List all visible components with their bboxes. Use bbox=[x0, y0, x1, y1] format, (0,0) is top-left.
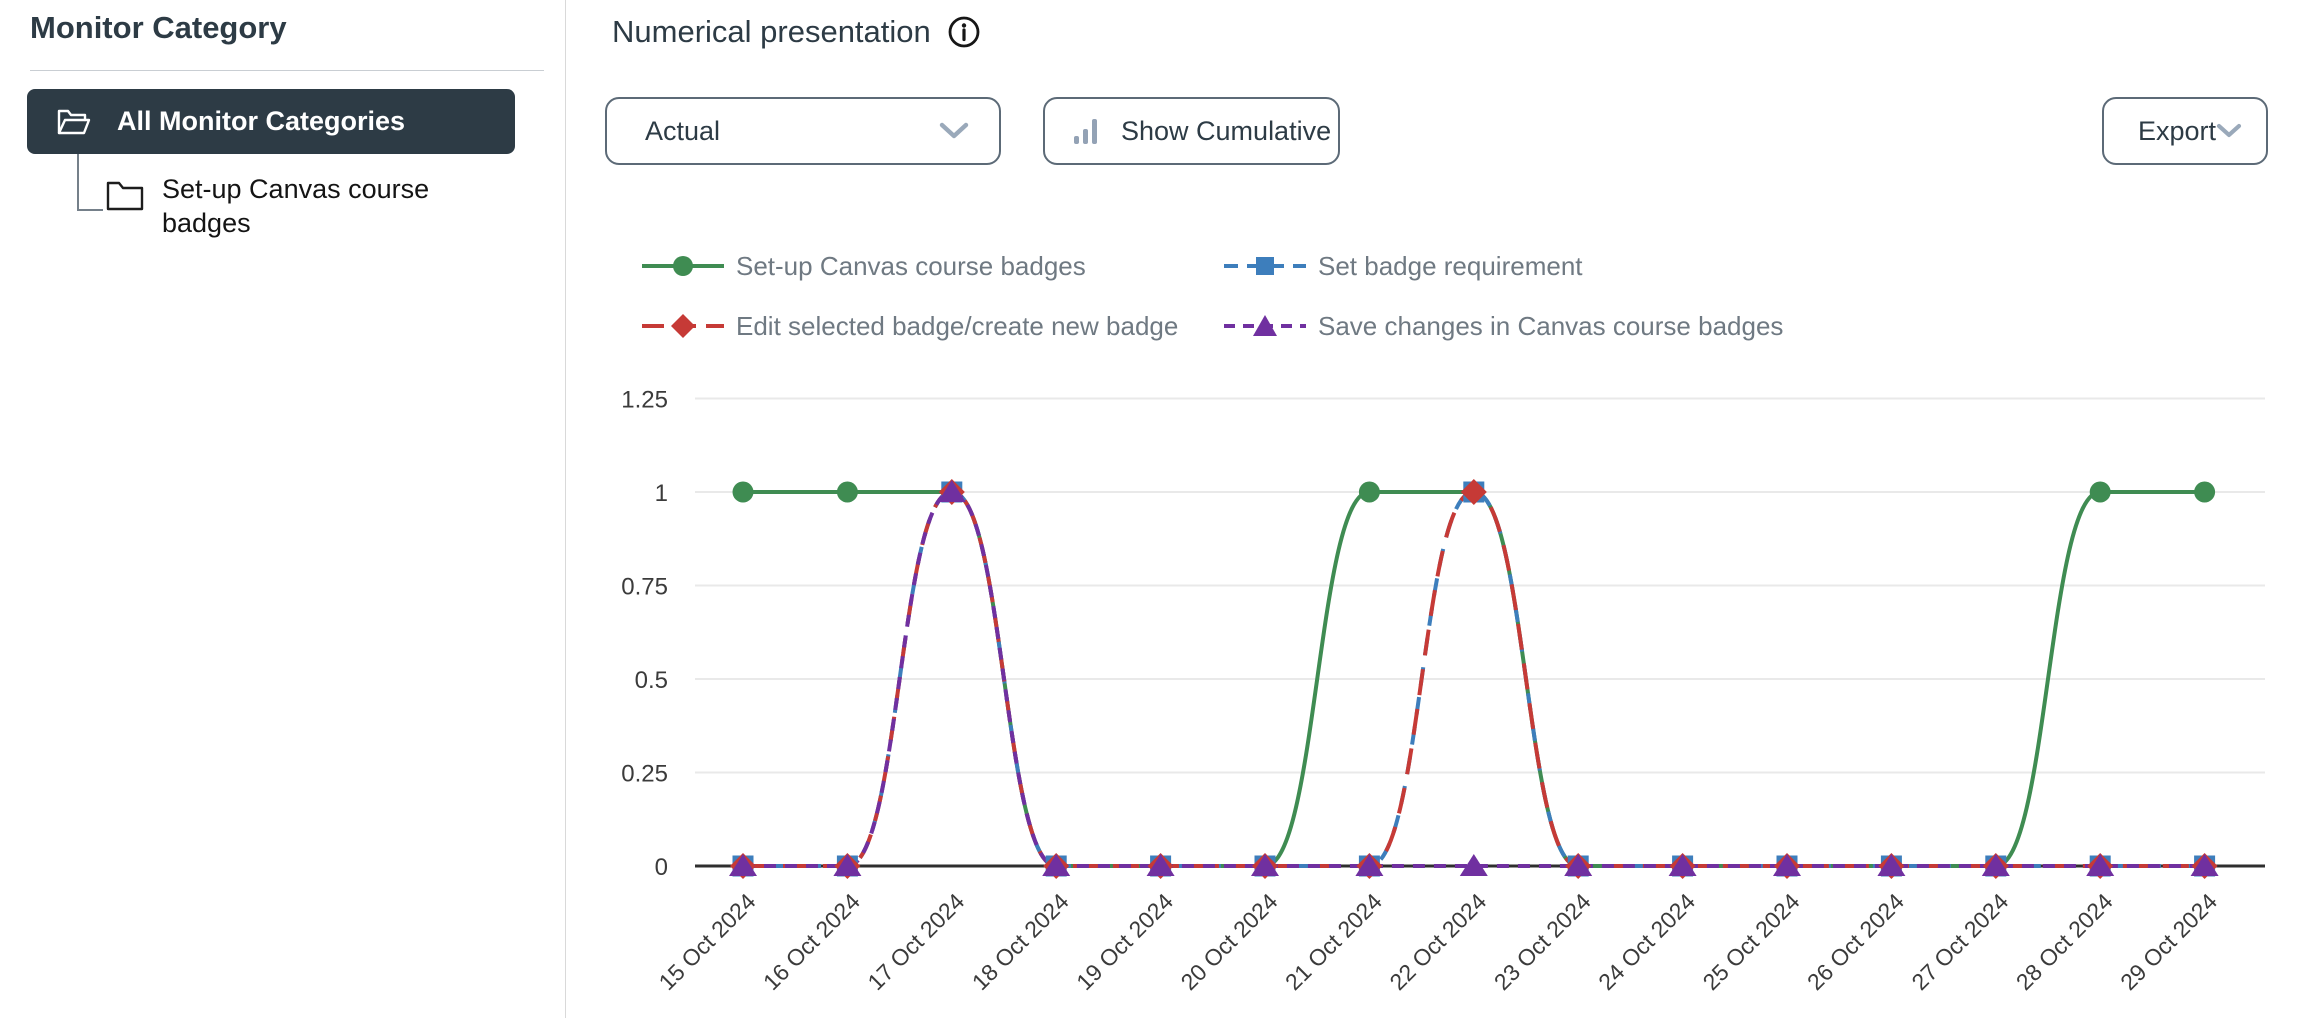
diamond-marker bbox=[671, 314, 695, 338]
legend-label: Save changes in Canvas course badges bbox=[1318, 310, 1784, 341]
triangle-marker bbox=[1981, 854, 2010, 876]
x-tick-label: 28 Oct 2024 bbox=[2011, 888, 2118, 995]
triangle-marker bbox=[2190, 854, 2219, 876]
circle-marker bbox=[2089, 481, 2111, 503]
sidebar-title-divider bbox=[30, 70, 544, 71]
show-cumulative-label: Show Cumulative bbox=[1121, 115, 1332, 146]
y-tick-label: 0.5 bbox=[635, 667, 668, 694]
y-tick-label: 0 bbox=[655, 854, 668, 881]
sidebar-main-divider bbox=[565, 0, 566, 1018]
mode-select[interactable]: Actual bbox=[605, 97, 1001, 165]
legend-label: Set-up Canvas course badges bbox=[736, 250, 1086, 281]
triangle-marker bbox=[729, 854, 757, 876]
legend-label: Edit selected badge/create new badge bbox=[736, 310, 1179, 341]
triangle-marker bbox=[833, 854, 862, 876]
legend-item[interactable]: Save changes in Canvas course badges bbox=[1222, 308, 1783, 344]
triangle-marker bbox=[1251, 854, 1279, 876]
x-tick-label: 29 Oct 2024 bbox=[2115, 888, 2222, 995]
y-tick-label: 0.75 bbox=[621, 574, 668, 601]
tree-connector-horizontal bbox=[77, 209, 103, 211]
y-tick-label: 1.25 bbox=[621, 387, 668, 414]
circle-marker bbox=[836, 481, 858, 503]
diamond-marker bbox=[1460, 479, 1487, 505]
legend-item[interactable]: Edit selected badge/create new badge bbox=[640, 308, 1178, 344]
triangle-marker bbox=[1459, 854, 1488, 876]
legend-item[interactable]: Set badge requirement bbox=[1222, 248, 1583, 284]
x-tick-label: 21 Oct 2024 bbox=[1280, 888, 1387, 995]
sidebar-item-label: Set-up Canvas course badges bbox=[162, 174, 430, 238]
triangle-marker bbox=[1146, 854, 1175, 876]
x-tick-label: 16 Oct 2024 bbox=[758, 888, 865, 995]
square-marker bbox=[1256, 257, 1274, 275]
x-tick-label: 22 Oct 2024 bbox=[1384, 888, 1491, 995]
triangle-marker bbox=[1253, 315, 1277, 336]
chevron-down-icon bbox=[939, 122, 969, 140]
triangle-marker bbox=[2086, 854, 2115, 876]
y-tick-label: 1 bbox=[655, 480, 668, 507]
triangle-marker bbox=[937, 480, 966, 502]
folder-open-icon bbox=[57, 107, 91, 137]
y-tick-label: 0.25 bbox=[621, 761, 668, 788]
circle-marker bbox=[1358, 481, 1380, 503]
x-tick-label: 23 Oct 2024 bbox=[1489, 888, 1596, 995]
show-cumulative-button[interactable]: Show Cumulative bbox=[1043, 97, 1340, 165]
triangle-marker bbox=[1564, 854, 1593, 876]
folder-icon bbox=[106, 180, 144, 212]
triangle-marker bbox=[1773, 854, 1801, 876]
x-tick-label: 26 Oct 2024 bbox=[1802, 888, 1909, 995]
triangle-marker bbox=[1355, 854, 1384, 876]
page-title: Numerical presentation bbox=[612, 14, 981, 50]
sidebar-item-setup-canvas-course-badges[interactable]: Set-up Canvas course badges bbox=[106, 174, 474, 240]
export-button[interactable]: Export bbox=[2102, 97, 2268, 165]
sidebar-title: Monitor Category bbox=[30, 10, 287, 45]
info-icon[interactable] bbox=[947, 15, 981, 49]
x-tick-label: 18 Oct 2024 bbox=[967, 888, 1074, 995]
x-tick-label: 27 Oct 2024 bbox=[1906, 888, 2013, 995]
mode-select-value: Actual bbox=[645, 115, 721, 146]
export-label: Export bbox=[2138, 115, 2217, 146]
x-tick-label: 15 Oct 2024 bbox=[654, 888, 761, 995]
bar-chart-icon bbox=[1073, 116, 1101, 146]
x-tick-label: 24 Oct 2024 bbox=[1593, 888, 1700, 995]
legend-swatch bbox=[1224, 257, 1306, 275]
page-title-text: Numerical presentation bbox=[612, 14, 931, 49]
legend-swatch bbox=[642, 256, 724, 276]
triangle-marker bbox=[1042, 854, 1071, 876]
sidebar-item-all-monitor-categories[interactable]: All Monitor Categories bbox=[27, 89, 515, 154]
x-tick-label: 25 Oct 2024 bbox=[1698, 888, 1805, 995]
sidebar-item-label: All Monitor Categories bbox=[117, 106, 406, 136]
triangle-marker bbox=[1668, 854, 1697, 876]
circle-marker bbox=[732, 481, 754, 503]
legend-label: Set badge requirement bbox=[1318, 250, 1583, 281]
x-tick-label: 19 Oct 2024 bbox=[1071, 888, 1178, 995]
x-tick-label: 17 Oct 2024 bbox=[862, 888, 969, 995]
x-tick-label: 20 Oct 2024 bbox=[1176, 888, 1283, 995]
legend-item[interactable]: Set-up Canvas course badges bbox=[640, 248, 1086, 284]
legend-swatch bbox=[1224, 315, 1306, 336]
series-line-3 bbox=[743, 489, 2205, 868]
circle-marker bbox=[673, 256, 693, 276]
tree-connector-vertical bbox=[77, 154, 79, 211]
triangle-marker bbox=[1877, 854, 1906, 876]
legend-swatch bbox=[642, 314, 724, 338]
chevron-down-icon bbox=[2216, 123, 2242, 139]
circle-marker bbox=[2194, 481, 2216, 503]
